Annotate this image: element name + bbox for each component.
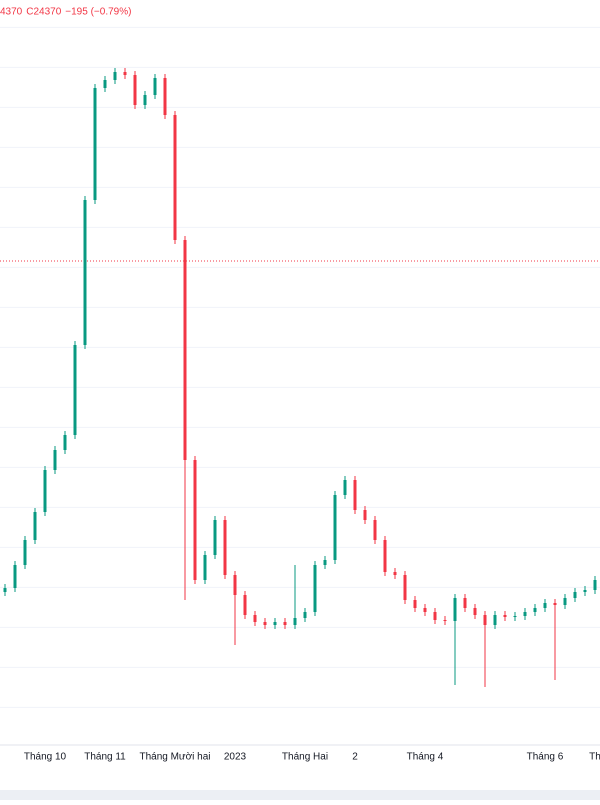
candle-body [573, 592, 577, 598]
candle-body [133, 75, 137, 105]
candle-body [23, 540, 27, 565]
candle-body [553, 603, 557, 605]
candle-body [303, 612, 307, 618]
header-text: −195 (−0.79%) [65, 7, 131, 18]
candle-body [113, 72, 117, 80]
candle-body [413, 600, 417, 608]
x-tick-label: Tháng Hai [282, 752, 328, 763]
x-tick-label: 2 [352, 752, 358, 763]
candle-body [123, 72, 127, 75]
candle-body [563, 598, 567, 605]
candle-body [223, 520, 227, 575]
candle-body [163, 78, 167, 115]
header-text: C24370 [26, 7, 61, 18]
candle-body [73, 345, 77, 435]
x-tick-label: 2023 [224, 752, 247, 763]
candle-body [533, 608, 537, 612]
candle-body [93, 88, 97, 200]
candle-body [363, 510, 367, 520]
candle-body [43, 470, 47, 512]
candle-body [313, 565, 317, 612]
x-tick-label: Th [589, 752, 600, 763]
x-tick-label: Tháng 11 [84, 752, 126, 763]
candle-body [593, 580, 597, 590]
candle-body [53, 450, 57, 470]
candle-body [483, 615, 487, 625]
candle-body [13, 565, 17, 588]
candle-body [423, 608, 427, 612]
candle-body [273, 622, 277, 625]
candle-body [523, 612, 527, 616]
candle-body [393, 572, 397, 575]
candle-body [323, 560, 327, 565]
candle-body [143, 95, 147, 105]
candle-body [193, 460, 197, 580]
candle-body [183, 240, 187, 460]
candle-body [243, 595, 247, 615]
candle-body [213, 520, 217, 555]
candle-body [353, 480, 357, 510]
candle-body [173, 115, 177, 240]
candle-body [513, 616, 517, 617]
candle-body [283, 622, 287, 625]
candle-body [403, 575, 407, 600]
candle-body [493, 615, 497, 625]
candle-body [3, 588, 7, 592]
candle-body [373, 520, 377, 540]
candle-body [103, 80, 107, 88]
x-tick-label: Tháng Mười hai [139, 752, 210, 763]
candle-body [63, 435, 67, 450]
candle-body [583, 590, 587, 592]
candle-body [293, 618, 297, 625]
candle-body [383, 540, 387, 572]
candle-body [443, 620, 447, 621]
candle-body [503, 615, 507, 617]
candle-body [473, 608, 477, 615]
x-tick-label: Tháng 6 [527, 752, 564, 763]
candle-body [153, 78, 157, 95]
candle-body [203, 555, 207, 580]
candle-body [433, 612, 437, 620]
x-tick-label: Tháng 4 [407, 752, 444, 763]
candle-body [453, 598, 457, 621]
candle-body [83, 200, 87, 345]
candle-body [233, 575, 237, 595]
candle-body [33, 512, 37, 540]
candle-body [343, 480, 347, 495]
candle-body [263, 622, 267, 625]
x-tick-label: Tháng 10 [24, 752, 67, 763]
candle-body [463, 598, 467, 608]
candle-body [543, 603, 547, 608]
header-text: 4370 [0, 7, 23, 18]
candle-body [253, 615, 257, 622]
bottom-bar [0, 790, 600, 800]
candle-body [333, 495, 337, 560]
